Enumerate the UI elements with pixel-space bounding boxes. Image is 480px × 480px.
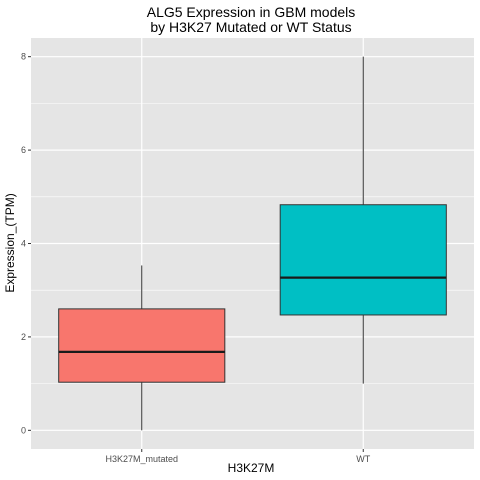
box-WT	[279, 56, 447, 384]
x-axis-title: H3K27M	[228, 461, 275, 475]
x-tick-label: WT	[356, 454, 370, 464]
x-tick-label: H3K27M_mutated	[105, 454, 178, 464]
box-H3K27M_mutated	[58, 265, 226, 431]
y-tick-label: 6	[21, 145, 26, 155]
y-tick-label: 2	[21, 332, 26, 342]
box-iqr	[58, 308, 226, 383]
y-axis-ticks: 0 2 4 6 8	[21, 52, 31, 435]
chart-title-line-2: by H3K27 Mutated or WT Status	[150, 19, 351, 35]
chart-title-line-1: ALG5 Expression in GBM models	[147, 4, 356, 20]
x-axis-ticks: H3K27M_mutated WT	[105, 449, 371, 464]
y-tick-label: 0	[21, 425, 26, 435]
y-tick-label: 4	[21, 239, 26, 249]
boxes	[58, 56, 447, 431]
y-tick-label: 8	[21, 52, 26, 62]
box-iqr	[279, 204, 447, 316]
y-axis-title: Expression_(TPM)	[3, 193, 17, 292]
